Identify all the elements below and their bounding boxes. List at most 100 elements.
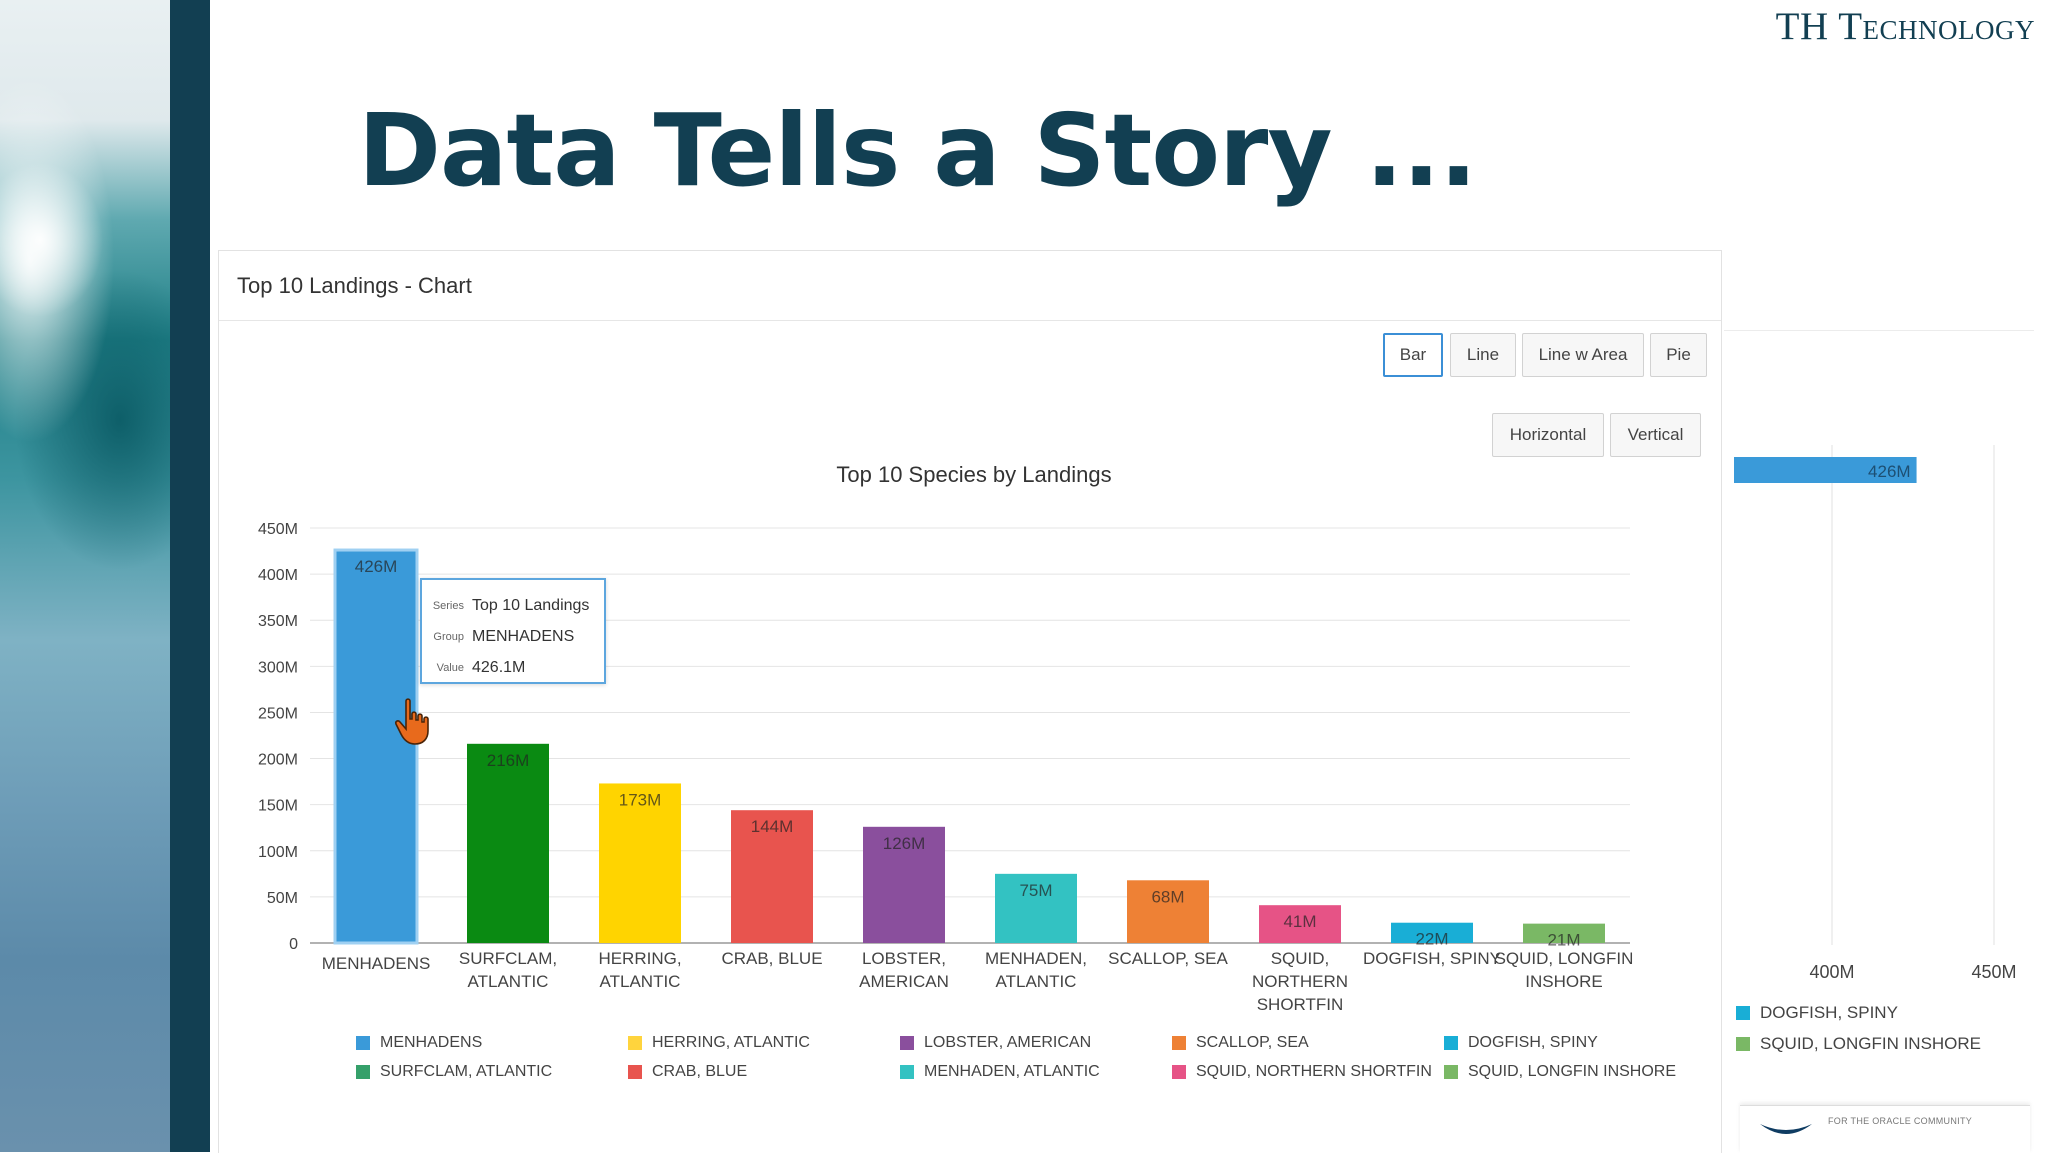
chart-title: Top 10 Species by Landings: [836, 462, 1111, 487]
footer-logo-text: FOR THE ORACLE COMMUNITY: [1828, 1116, 1973, 1126]
bar[interactable]: [333, 548, 419, 945]
bar-data-label: 75M: [1019, 881, 1052, 900]
background-x-tick-label: 400M: [1809, 962, 1854, 982]
x-tick-label: ATLANTIC: [600, 972, 681, 991]
bar[interactable]: [995, 873, 1077, 943]
bar[interactable]: [863, 826, 945, 943]
x-tick-label: ATLANTIC: [996, 972, 1077, 991]
y-tick-label: 0: [289, 936, 298, 953]
legend-label: SQUID, LONGFIN INSHORE: [1468, 1063, 1677, 1080]
legend-swatch: [356, 1065, 370, 1079]
bar[interactable]: [467, 743, 549, 943]
panel-header: Top 10 Landings - Chart: [219, 251, 1721, 321]
tooltip-value-key: Value: [436, 661, 464, 674]
x-tick-label: SHORTFIN: [1257, 995, 1344, 1014]
hand-cursor-icon: [395, 698, 429, 745]
background-bar: [1734, 457, 1917, 483]
legend-swatch: [1444, 1065, 1458, 1079]
brand-logo: TH Technology: [1775, 5, 2035, 48]
tooltip-series-value: Top 10 Landings: [472, 596, 590, 614]
sidebar-accent-bar: [170, 0, 210, 1152]
x-tick-label: SCALLOP, SEA: [1108, 949, 1228, 968]
y-tick-label: 100M: [258, 844, 298, 861]
legend-label: MENHADENS: [380, 1034, 483, 1051]
legend-swatch: [1736, 1037, 1750, 1051]
bar-data-label: 126M: [883, 834, 926, 853]
x-tick-label: SURFCLAM,: [459, 949, 557, 968]
legend-item[interactable]: LOBSTER, AMERICAN: [900, 1034, 1091, 1052]
tooltip-group-value: MENHADENS: [472, 627, 575, 645]
legend-swatch: [1444, 1036, 1458, 1050]
panel-title: Top 10 Landings - Chart: [237, 273, 472, 298]
horizontal-orientation-button[interactable]: Horizontal: [1492, 413, 1604, 457]
legend-label: SQUID, LONGFIN INSHORE: [1760, 1034, 1982, 1053]
legend-item[interactable]: MENHADENS: [356, 1034, 482, 1052]
bar[interactable]: [1523, 923, 1605, 943]
x-tick-label: NORTHERN: [1252, 972, 1348, 991]
pie-chart-button[interactable]: Pie: [1650, 333, 1707, 377]
tooltip-value-value: 426.1M: [472, 658, 526, 676]
background-legend-item: DOGFISH, SPINY: [1736, 1003, 1898, 1023]
chart-tooltip: Series Top 10 Landings Group MENHADENS Val…: [420, 578, 606, 684]
background-x-tick-label: 450M: [1971, 962, 2016, 982]
legend-label: LOBSTER, AMERICAN: [924, 1034, 1092, 1051]
line-chart-button[interactable]: Line: [1450, 333, 1516, 377]
legend-swatch: [1736, 1006, 1750, 1020]
legend-swatch: [356, 1036, 370, 1050]
bar-data-label: 426M: [355, 557, 398, 576]
legend-swatch: [628, 1065, 642, 1079]
x-tick-label: LOBSTER,: [862, 949, 946, 968]
x-tick-label: HERRING,: [598, 949, 681, 968]
bar-data-label: 21M: [1547, 931, 1580, 950]
legend-item[interactable]: SQUID, NORTHERN SHORTFIN: [1172, 1063, 1432, 1081]
slide-title: Data Tells a Story ...: [358, 92, 1477, 209]
legend-label: CRAB, BLUE: [652, 1063, 748, 1080]
x-tick-label: MENHADEN,: [985, 949, 1087, 968]
bar[interactable]: [599, 783, 681, 943]
legend-item[interactable]: MENHADEN, ATLANTIC: [900, 1063, 1100, 1081]
legend-item[interactable]: DOGFISH, SPINY: [1444, 1034, 1598, 1052]
legend-item[interactable]: SURFCLAM, ATLANTIC: [356, 1063, 552, 1081]
bar-data-label: 144M: [751, 817, 794, 836]
vertical-orientation-button[interactable]: Vertical: [1610, 413, 1701, 457]
legend-item[interactable]: CRAB, BLUE: [628, 1063, 747, 1081]
legend-item[interactable]: HERRING, ATLANTIC: [628, 1034, 810, 1052]
bar[interactable]: [1259, 905, 1341, 943]
bar[interactable]: [1127, 880, 1209, 943]
line-area-chart-button[interactable]: Line w Area: [1522, 333, 1644, 377]
tooltip-series-key: Series: [432, 599, 464, 612]
legend-label: DOGFISH, SPINY: [1760, 1003, 1898, 1022]
y-tick-label: 350M: [258, 613, 298, 630]
logo-swoosh-icon: [1760, 1124, 1812, 1134]
bar[interactable]: [1391, 922, 1473, 943]
legend-swatch: [900, 1036, 914, 1050]
wave-foam: [0, 150, 150, 370]
bar-chart-button[interactable]: Bar: [1383, 333, 1443, 377]
legend-swatch: [1172, 1065, 1186, 1079]
bar-data-label: 216M: [487, 751, 530, 770]
background-bar-label: 426M: [1868, 462, 1911, 481]
footer-logo: FOR THE ORACLE COMMUNITY: [1740, 1105, 2030, 1153]
bar[interactable]: [731, 810, 813, 943]
legend-label: SCALLOP, SEA: [1196, 1034, 1309, 1051]
y-tick-label: 300M: [258, 659, 298, 676]
legend-item[interactable]: SQUID, LONGFIN INSHORE: [1444, 1063, 1676, 1081]
y-tick-label: 200M: [258, 752, 298, 769]
bar-data-label: 173M: [619, 790, 662, 809]
y-tick-label: 150M: [258, 798, 298, 815]
legend-item[interactable]: SCALLOP, SEA: [1172, 1034, 1309, 1052]
x-tick-label: CRAB, BLUE: [721, 949, 822, 968]
background-panel-divider: [1724, 330, 2034, 331]
x-tick-label: SQUID, LONGFIN: [1495, 949, 1634, 968]
legend-label: MENHADEN, ATLANTIC: [924, 1063, 1100, 1080]
background-legend-item: SQUID, LONGFIN INSHORE: [1736, 1034, 1981, 1054]
y-tick-label: 400M: [258, 567, 298, 584]
x-tick-label: ATLANTIC: [468, 972, 549, 991]
x-tick-label: MENHADENS: [322, 954, 431, 973]
tooltip-group-key: Group: [433, 630, 464, 643]
chart-panel: Top 10 Landings - Chart: [218, 250, 1722, 1153]
legend-label: HERRING, ATLANTIC: [652, 1034, 810, 1051]
legend-label: DOGFISH, SPINY: [1468, 1034, 1598, 1051]
